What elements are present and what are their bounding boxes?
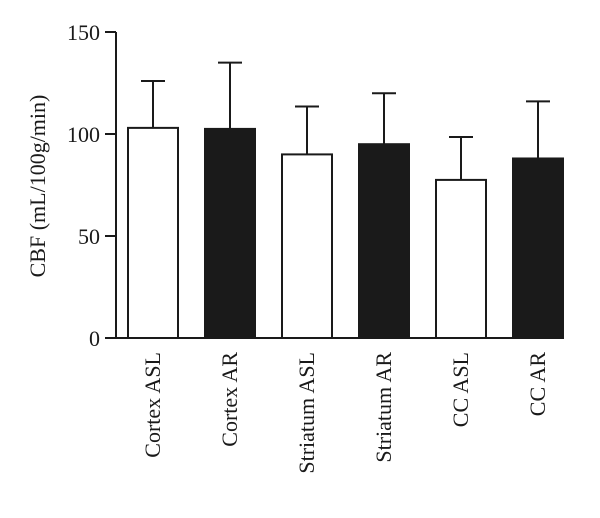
bar xyxy=(435,178,487,339)
bar xyxy=(204,127,256,339)
category-label: CC AR xyxy=(525,352,550,417)
error-bars-group xyxy=(141,61,550,180)
y-axis-title: CBF (mL/100g/min) xyxy=(25,95,50,278)
bar xyxy=(281,153,333,339)
y-tick-label: 150 xyxy=(67,20,100,45)
y-tick-label: 100 xyxy=(67,122,100,147)
category-labels: Cortex ASL Cortex AR Striatum ASL Striatum … xyxy=(140,352,550,474)
bar xyxy=(512,157,564,339)
y-tick-label: 0 xyxy=(89,326,100,351)
bar xyxy=(127,126,179,339)
category-label: Cortex AR xyxy=(217,352,242,447)
y-tick-label: 50 xyxy=(78,224,100,249)
category-label: Striatum ASL xyxy=(294,352,319,474)
category-label: Striatum AR xyxy=(371,352,396,463)
category-label: Cortex ASL xyxy=(140,352,165,458)
bars-group xyxy=(127,126,564,339)
bar xyxy=(358,143,410,339)
y-axis-ticks: 0 50 100 150 xyxy=(67,20,116,351)
category-label: CC ASL xyxy=(448,352,473,427)
